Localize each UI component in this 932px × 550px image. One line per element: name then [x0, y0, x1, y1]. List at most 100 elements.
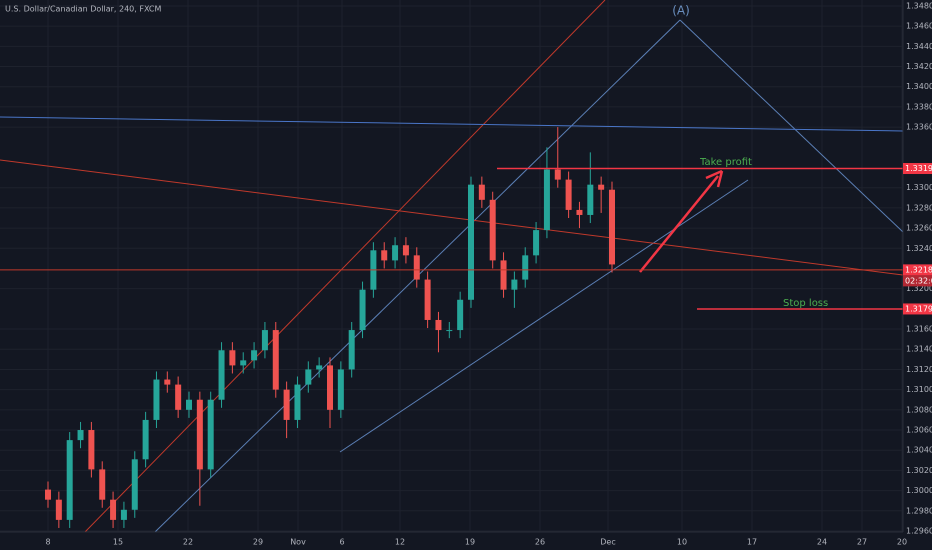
- x-tick-label: 10: [677, 538, 687, 547]
- price-tag-label: 1.33190: [905, 164, 932, 173]
- y-tick-label: 1.33800: [906, 102, 932, 111]
- candle-body: [587, 184, 594, 215]
- candle-body: [457, 299, 464, 331]
- candle-body: [153, 379, 160, 420]
- x-tick-label: 26: [535, 538, 545, 547]
- candle-body: [402, 245, 409, 256]
- wave-label: (A): [672, 4, 690, 18]
- title: U.S. Dollar/Canadian Dollar, 240, FXCM: [5, 5, 161, 14]
- candle-body: [66, 440, 73, 520]
- x-tick-label: 29: [253, 538, 263, 547]
- y-tick-label: 1.31000: [906, 385, 932, 394]
- candle-body: [88, 430, 95, 470]
- candle-body: [186, 399, 192, 410]
- x-tick-label: 27: [857, 538, 867, 547]
- candle-body: [283, 389, 290, 420]
- y-tick-label: 1.34400: [906, 42, 932, 51]
- candle-body: [348, 330, 355, 370]
- candle-body: [337, 369, 344, 410]
- levels: [0, 167, 903, 310]
- y-tick-label: 1.29600: [906, 526, 932, 535]
- y-tick-label: 1.30400: [906, 446, 932, 455]
- candle-body: [218, 350, 225, 400]
- y-tick-label: 1.32400: [906, 244, 932, 253]
- x-tick-label: 6: [339, 538, 344, 547]
- candle-body: [142, 419, 149, 460]
- x-tick-label: Nov: [290, 538, 306, 547]
- candle-body: [533, 230, 540, 256]
- y-tick-label: 1.32800: [906, 203, 932, 212]
- y-tick-label: 1.34600: [906, 22, 932, 31]
- candle-body: [261, 330, 268, 351]
- y-tick-label: 1.33000: [906, 183, 932, 192]
- candle-body: [435, 319, 442, 331]
- stop-loss-label: Stop loss: [783, 298, 828, 309]
- candle-body: [240, 360, 247, 366]
- trend-line: [679, 19, 904, 233]
- x-tick-label: 22: [183, 538, 193, 547]
- candle-body: [196, 399, 203, 470]
- countdown: 02:32:04: [905, 276, 932, 285]
- y-tick-label: 1.34800: [906, 1, 932, 10]
- candle-body: [55, 499, 62, 520]
- countdown-tag: [903, 275, 932, 287]
- y-tick-label: 1.33600: [906, 123, 932, 132]
- y-tick-label: 1.31600: [906, 325, 932, 334]
- candle-body: [522, 255, 529, 280]
- trend-line: [0, 159, 904, 276]
- candle-body: [77, 430, 84, 441]
- x-tick-label: 12: [395, 538, 405, 547]
- candle-body: [554, 169, 561, 180]
- y-tick-label: 1.34200: [906, 62, 932, 71]
- price-tag-label: 1.32186: [905, 265, 932, 274]
- candle-body: [229, 350, 236, 366]
- candle-body: [511, 279, 518, 290]
- y-tick-label: 1.31200: [906, 365, 932, 374]
- candle-body: [45, 489, 51, 500]
- x-tick-label: 19: [465, 538, 475, 547]
- x-tick-label: 17: [747, 538, 757, 547]
- candle-body: [316, 365, 323, 370]
- candle-body: [381, 250, 388, 261]
- trend-line: [339, 179, 749, 453]
- y-tick-label: 1.30600: [906, 426, 932, 435]
- candle-body: [207, 399, 214, 470]
- price-tag: [903, 163, 932, 175]
- y-tick-label: 1.32600: [906, 224, 932, 233]
- candle-body: [446, 330, 453, 332]
- arrow: [639, 175, 719, 273]
- candle-body: [565, 179, 572, 210]
- candles: [45, 127, 615, 528]
- y-tick-label: 1.31400: [906, 345, 932, 354]
- candle-body: [327, 365, 333, 410]
- y-tick-label: 1.30200: [906, 466, 932, 475]
- candle-body: [468, 184, 474, 300]
- price-tag-label: 1.31799: [905, 304, 932, 313]
- y-tick-label: 1.30000: [906, 486, 932, 495]
- candle-body: [251, 350, 258, 361]
- y-tick-label: 1.34000: [906, 82, 932, 91]
- y-tick-label: 1.32000: [906, 284, 932, 293]
- x-tick-label: 15: [113, 538, 123, 547]
- x-tick-label: 24: [817, 538, 827, 547]
- candle-body: [576, 209, 583, 215]
- trend-line: [0, 116, 904, 132]
- y-tick-label: 1.30800: [906, 405, 932, 414]
- candle-body: [272, 330, 279, 390]
- candle-body: [609, 189, 615, 265]
- arrow-head: [705, 169, 724, 188]
- price-tag: [903, 303, 932, 315]
- trend-line: [84, 0, 606, 533]
- candle-body: [359, 289, 366, 331]
- candle-body: [392, 245, 399, 261]
- candle-body: [99, 469, 106, 500]
- candle-body: [543, 169, 550, 231]
- x-tick-label: Dec: [600, 538, 615, 547]
- candle-body: [424, 279, 431, 320]
- candle-body: [294, 384, 301, 420]
- grid: [0, 0, 903, 532]
- y-tick-label: 1.29800: [906, 506, 932, 515]
- candle-body: [305, 369, 312, 385]
